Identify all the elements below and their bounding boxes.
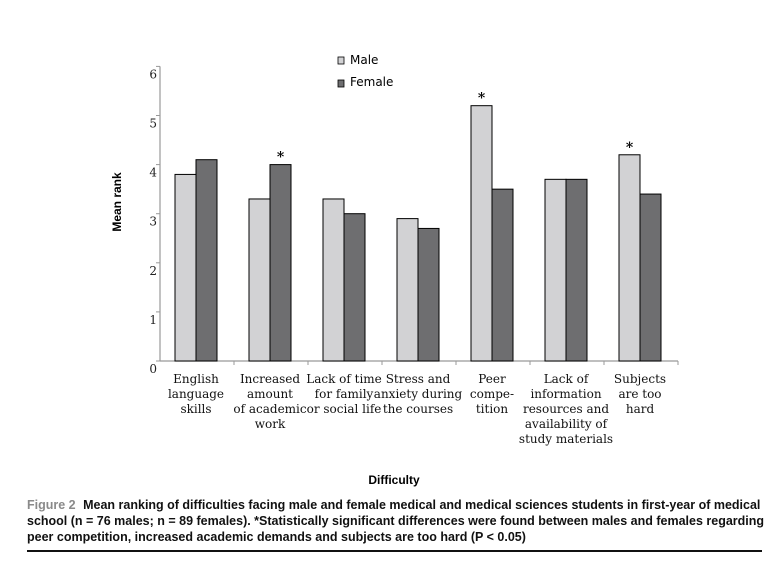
- x-tick-label: Increased amount of academic work: [233, 372, 307, 431]
- bar-male: [248, 198, 271, 362]
- y-tick-label: 6: [149, 67, 157, 81]
- bar-male: [544, 178, 567, 362]
- x-tick-label-line: Increased: [240, 372, 300, 386]
- x-tick-label-line: skills: [180, 402, 211, 416]
- x-tick-label-line: tition: [476, 402, 509, 416]
- x-tick-label-line: amount: [247, 387, 293, 401]
- x-tick-label-line: compe-: [470, 387, 514, 401]
- y-axis-label: Mean rank: [110, 172, 124, 232]
- bars: [174, 105, 662, 362]
- y-tick-label: 3: [149, 215, 157, 229]
- x-tick-label-line: are too: [618, 387, 661, 401]
- bar-female: [565, 178, 588, 362]
- x-tick-label-line: Stress and: [386, 372, 451, 386]
- x-tick-label-line: English: [173, 372, 219, 386]
- legend: Male Female: [337, 53, 393, 89]
- x-tick-label: Lack of time for family or social life: [306, 372, 382, 416]
- bar-female: [491, 188, 514, 362]
- legend-label-female: Female: [350, 75, 393, 89]
- x-tick-label-line: or social life: [307, 402, 382, 416]
- bar-female: [639, 193, 662, 362]
- bar-male: [322, 198, 345, 362]
- x-tick-label-line: the courses: [383, 402, 453, 416]
- x-tick-label: Lack of information resources and availabil…: [519, 372, 613, 446]
- y-tick-label: 0: [149, 362, 157, 376]
- legend-label-male: Male: [350, 53, 378, 67]
- bar-male: [618, 154, 641, 362]
- bar-female: [343, 213, 366, 362]
- bar-male: [396, 218, 419, 362]
- caption-text: Mean ranking of difficulties facing male…: [27, 498, 765, 544]
- significance-marker: *: [478, 91, 486, 107]
- y-tick-label: 5: [149, 117, 157, 131]
- y-tick-label: 2: [149, 264, 157, 278]
- x-tick-label-line: study materials: [519, 432, 613, 446]
- x-tick-label-line: resources and: [523, 402, 609, 416]
- x-tick-label-line: hard: [626, 402, 655, 416]
- x-tick-label: Subjects are too hard: [614, 372, 666, 416]
- x-tick-label-line: information: [530, 387, 601, 401]
- x-tick-label-line: language: [168, 387, 224, 401]
- figure-label: Figure 2: [27, 498, 76, 512]
- significance-marker: *: [626, 140, 634, 156]
- bar-male: [174, 173, 197, 362]
- x-tick-label-line: Lack of: [544, 372, 590, 386]
- x-tick-label: English language skills: [168, 372, 224, 416]
- figure-caption: Figure 2 Mean ranking of difficulties fa…: [27, 497, 767, 545]
- y-tick-label: 4: [149, 166, 157, 180]
- x-tick-label: Stress and anxiety during the courses: [374, 372, 463, 416]
- legend-swatch-male: [337, 56, 345, 65]
- x-tick-label-line: availability of: [525, 417, 609, 431]
- x-axis-label: Difficulty: [368, 473, 420, 487]
- significance-marker: *: [277, 150, 285, 166]
- x-tick-label-line: Subjects: [614, 372, 666, 386]
- bar-female: [417, 227, 440, 362]
- caption-rule: [27, 550, 762, 552]
- x-tick-label-line: for family: [315, 387, 374, 401]
- x-tick-label-line: of academic: [233, 402, 307, 416]
- bar-female: [269, 164, 292, 362]
- x-tick-label: Peer compe-tition: [470, 372, 514, 416]
- bar-male: [470, 105, 493, 362]
- x-tick-label-line: Peer: [478, 372, 506, 386]
- x-tick-label-line: Lack of time: [306, 372, 382, 386]
- bar-female: [195, 159, 218, 362]
- x-tick-label-line: work: [255, 417, 286, 431]
- legend-swatch-female: [337, 79, 345, 88]
- x-tick-label-line: anxiety during: [374, 387, 463, 401]
- y-tick-label: 1: [149, 313, 157, 327]
